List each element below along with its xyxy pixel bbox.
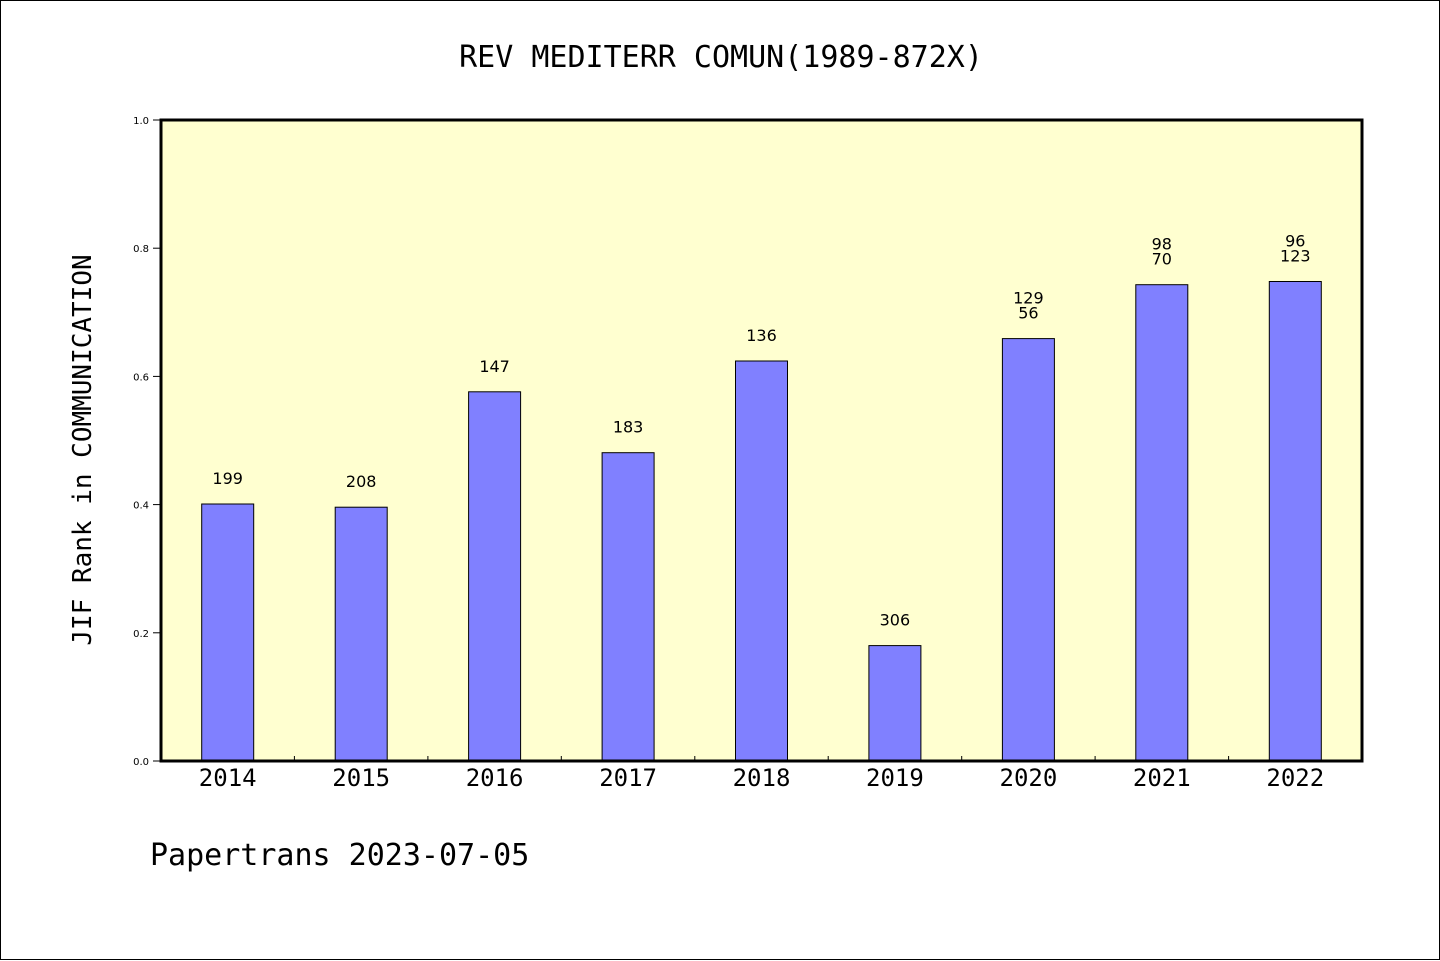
bar-label-2021-2: 70 bbox=[1152, 250, 1172, 269]
x-tick-label-2019: 2019 bbox=[866, 764, 924, 792]
x-tick-label-2022: 2022 bbox=[1266, 764, 1324, 792]
x-tick-label-2020: 2020 bbox=[1000, 764, 1058, 792]
bar-2018 bbox=[735, 360, 788, 762]
bar-label-2022-1: 96 bbox=[1285, 232, 1305, 251]
x-tick-label-2016: 2016 bbox=[466, 764, 524, 792]
bars-group bbox=[201, 281, 1322, 762]
bar-label-2020-1: 129 bbox=[1013, 289, 1044, 308]
x-tick-label-2021: 2021 bbox=[1133, 764, 1191, 792]
bar-2014 bbox=[201, 503, 255, 762]
bar-label-2014: 199 bbox=[212, 469, 243, 488]
bar-2019 bbox=[868, 645, 922, 762]
bar-2021 bbox=[1135, 284, 1189, 762]
bar-label-2022-2: 123 bbox=[1280, 247, 1311, 266]
bar-label-2017: 183 bbox=[613, 418, 644, 437]
y-tick-label-1.0: 1.0 bbox=[133, 116, 149, 127]
x-tick-label-2017: 2017 bbox=[599, 764, 657, 792]
plot-border bbox=[159, 118, 1364, 763]
bar-2020 bbox=[1001, 338, 1055, 762]
y-axis: 0.0 0.2 0.4 0.6 0.8 1.0 bbox=[133, 116, 161, 768]
y-tick-label-0.6: 0.6 bbox=[133, 372, 149, 383]
footer-text: Papertrans 2023-07-05 bbox=[150, 838, 529, 873]
bar-label-2020-2: 56 bbox=[1018, 304, 1038, 323]
bar-label-2018: 136 bbox=[746, 326, 777, 345]
bar-2015 bbox=[334, 506, 388, 762]
bar-label-2016: 147 bbox=[479, 357, 510, 376]
x-tick-label-2015: 2015 bbox=[332, 764, 390, 792]
bar-label-2021-1: 98 bbox=[1152, 235, 1172, 254]
x-tick-label-2018: 2018 bbox=[733, 764, 791, 792]
chart-title: REV MEDITERR COMUN(1989-872X) bbox=[459, 40, 983, 75]
y-tick-label-0.8: 0.8 bbox=[133, 244, 149, 255]
bar-label-2019: 306 bbox=[880, 611, 911, 630]
bar-2022 bbox=[1268, 281, 1322, 762]
bar-label-2015: 208 bbox=[346, 472, 377, 491]
x-tick-label-2014: 2014 bbox=[199, 764, 257, 792]
y-tick-label-0.4: 0.4 bbox=[133, 501, 149, 512]
bar-2017 bbox=[601, 452, 655, 762]
y-tick-label-0.0: 0.0 bbox=[133, 757, 149, 768]
x-axis: 2014 2015 2016 2017 2018 2019 2020 2021 2022 bbox=[199, 756, 1324, 792]
bar-2016 bbox=[468, 391, 522, 762]
y-tick-label-0.2: 0.2 bbox=[133, 629, 149, 640]
y-axis-label: JIF Rank in COMMUNICATION bbox=[68, 254, 98, 645]
